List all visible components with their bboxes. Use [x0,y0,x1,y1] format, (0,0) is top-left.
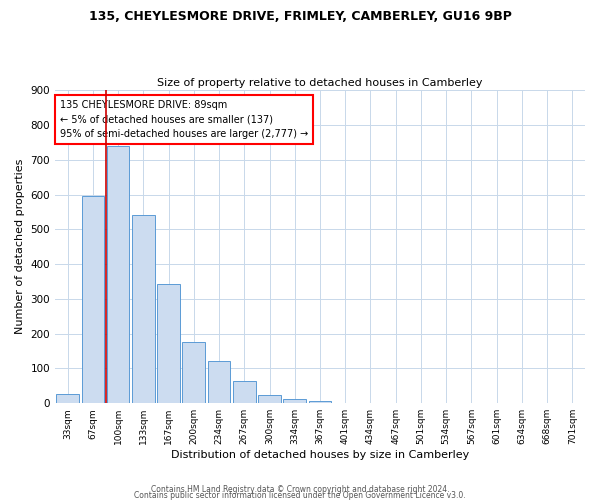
Bar [132,216,155,403]
Y-axis label: Number of detached properties: Number of detached properties [15,159,25,334]
Text: 135, CHEYLESMORE DRIVE, FRIMLEY, CAMBERLEY, GU16 9BP: 135, CHEYLESMORE DRIVE, FRIMLEY, CAMBERL… [89,10,511,23]
Bar [233,380,256,403]
Bar [157,284,180,403]
X-axis label: Distribution of detached houses by size in Camberley: Distribution of detached houses by size … [171,450,469,460]
Bar [308,402,331,403]
Bar [208,362,230,403]
Text: Contains public sector information licensed under the Open Government Licence v3: Contains public sector information licen… [134,490,466,500]
Text: 135 CHEYLESMORE DRIVE: 89sqm
← 5% of detached houses are smaller (137)
95% of se: 135 CHEYLESMORE DRIVE: 89sqm ← 5% of det… [61,100,308,139]
Title: Size of property relative to detached houses in Camberley: Size of property relative to detached ho… [157,78,483,88]
Bar [82,196,104,403]
Bar [283,399,306,403]
Text: Contains HM Land Registry data © Crown copyright and database right 2024.: Contains HM Land Registry data © Crown c… [151,484,449,494]
Bar [182,342,205,403]
Bar [107,146,130,403]
Bar [56,394,79,403]
Bar [258,394,281,403]
